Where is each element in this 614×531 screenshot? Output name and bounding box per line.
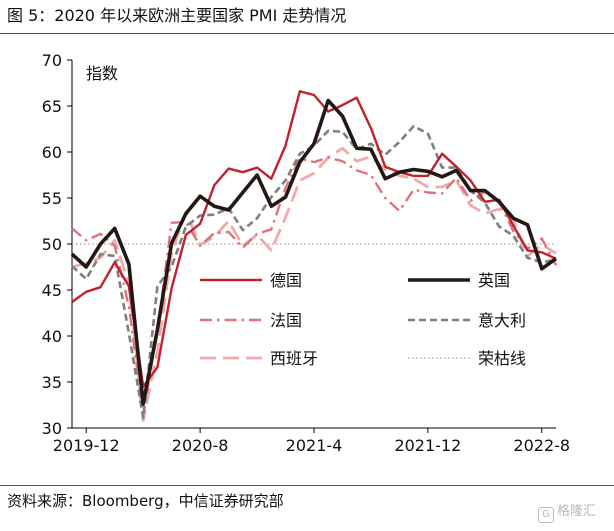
y-ticks: 30 35 40 45 50 55 60 65 70 bbox=[42, 51, 72, 438]
x-tick-label: 2021-4 bbox=[286, 436, 343, 455]
legend-label-italy: 意大利 bbox=[478, 311, 526, 330]
y-tick-label: 30 bbox=[42, 419, 62, 438]
x-tick-label: 2019-12 bbox=[53, 436, 120, 455]
legend-label-germany: 德国 bbox=[270, 271, 302, 290]
y-tick-label: 40 bbox=[42, 327, 62, 346]
title-rule bbox=[0, 33, 614, 34]
y-tick-label: 50 bbox=[42, 235, 62, 254]
series-line-italy bbox=[71, 124, 557, 420]
y-axis-label: 指数 bbox=[86, 64, 118, 83]
series-layer bbox=[70, 90, 558, 422]
y-tick-label: 70 bbox=[42, 51, 62, 70]
y-tick-label: 65 bbox=[42, 97, 62, 116]
legend-label-threshold: 荣枯线 bbox=[478, 349, 526, 368]
y-tick-label: 55 bbox=[42, 189, 62, 208]
legend-label-uk: 英国 bbox=[478, 271, 510, 290]
y-tick-label: 60 bbox=[42, 143, 62, 162]
source-note: 资料来源：Bloomberg，中信证券研究部 bbox=[7, 492, 284, 510]
source-rule bbox=[0, 485, 614, 486]
legend-label-france: 法国 bbox=[270, 311, 302, 330]
x-tick-label: 2022-8 bbox=[513, 436, 570, 455]
figure-title: 图 5：2020 年以来欧洲主要国家 PMI 走势情况 bbox=[7, 6, 347, 25]
x-tick-label: 2020-8 bbox=[172, 436, 229, 455]
legend-label-spain: 西班牙 bbox=[270, 349, 318, 368]
series-line-uk bbox=[70, 98, 558, 406]
y-tick-label: 45 bbox=[42, 281, 62, 300]
watermark: G 格隆汇 bbox=[538, 500, 596, 523]
y-tick-label: 35 bbox=[42, 373, 62, 392]
series-line-germany bbox=[71, 90, 557, 388]
x-tick-label: 2021-12 bbox=[394, 436, 461, 455]
watermark-text: 格隆汇 bbox=[557, 504, 597, 519]
x-ticks: 2019-12 2020-8 2021-4 2021-12 2022-8 bbox=[53, 428, 570, 455]
g-logo-icon: G bbox=[538, 507, 554, 523]
